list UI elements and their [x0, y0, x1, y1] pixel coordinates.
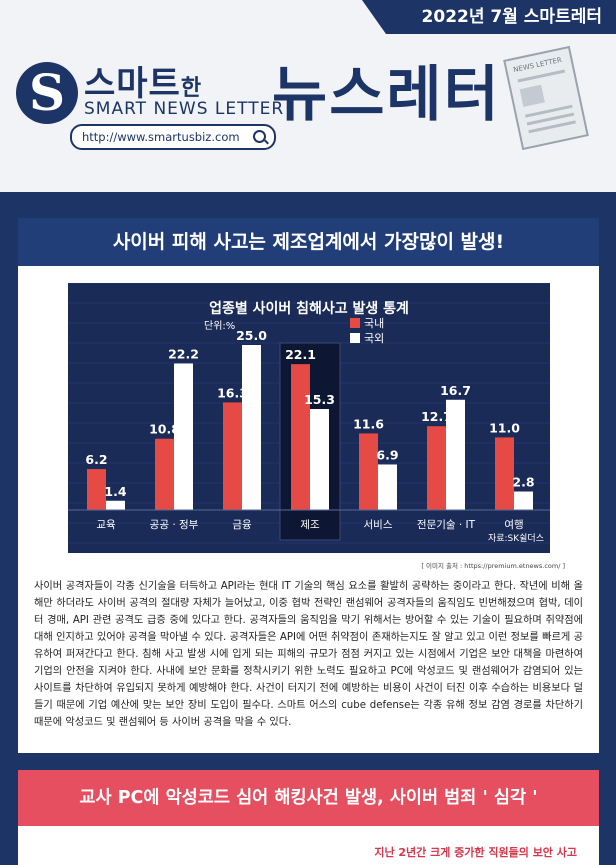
website-url: http://www.smartusbiz.com [82, 130, 240, 144]
article-title: 교사 PC에 악성코드 심어 해킹사건 발생, 사이버 범죄 ' 심각 ' [18, 770, 599, 826]
data-label: 6.2 [85, 452, 107, 467]
article-subheading: 지난 2년간 크게 증가한 직원들의 보안 사고 [374, 846, 577, 859]
data-label: 25.0 [236, 328, 267, 343]
logo-korean: 스마트한 [84, 56, 202, 105]
data-label: 12.7 [421, 409, 452, 424]
article-teacher-pc-hack: 교사 PC에 악성코드 심어 해킹사건 발생, 사이버 범죄 ' 심각 ' 지난… [18, 770, 599, 865]
bar-overseas [174, 363, 193, 510]
data-label: 11.6 [353, 416, 384, 431]
bar-overseas [446, 399, 465, 510]
search-icon [253, 130, 266, 143]
article-cyber-damage: 사이버 피해 사고는 제조업계에서 가장많이 발생! 업종별 사이버 침해사고 … [18, 218, 599, 753]
bar-domestic [155, 438, 174, 510]
image-source: [ 이미지 출처 : https://premium.etnews.com/ ] [421, 562, 565, 570]
category-label: 교육 [96, 519, 116, 531]
website-link[interactable]: http://www.smartusbiz.com [70, 124, 276, 150]
logo-mark: S [16, 62, 78, 124]
category-label: 제조 [300, 519, 320, 531]
chart-unit: 단위:% [204, 319, 235, 332]
legend-swatch [350, 333, 360, 343]
bar-domestic [291, 364, 310, 510]
category-label: 공공 · 정부 [150, 519, 199, 531]
bar-domestic [359, 433, 378, 510]
chart-title: 업종별 사이버 침해사고 발생 통계 [209, 300, 409, 317]
bar-overseas [106, 500, 125, 510]
bar-domestic [495, 437, 514, 510]
data-label: 1.4 [104, 484, 126, 499]
legend-label: 국외 [364, 332, 384, 345]
category-label: 서비스 [364, 519, 393, 531]
category-label: 여행 [504, 519, 523, 531]
newspaper-icon: NEWS LETTER [503, 45, 589, 151]
data-label: 15.3 [304, 392, 335, 407]
legend-swatch [350, 318, 360, 328]
newspaper-image [519, 84, 545, 107]
data-label: 6.9 [376, 447, 398, 462]
header: 2022년 7월 스마트레터 S 스마트한 SMART NEWS LETTER … [0, 0, 616, 192]
article-title: 사이버 피해 사고는 제조업계에서 가장많이 발생! [18, 218, 599, 266]
bar-overseas [242, 345, 261, 510]
bar-domestic [427, 426, 446, 510]
bar-overseas [310, 409, 329, 510]
legend-label: 국내 [364, 317, 384, 330]
data-label: 22.1 [285, 347, 316, 362]
data-label: 2.8 [512, 475, 534, 490]
newsletter-title: 뉴스레터 [272, 60, 501, 130]
logo-korean-suffix: 한 [180, 76, 203, 101]
bar-domestic [87, 469, 106, 510]
data-label: 22.2 [168, 346, 199, 361]
data-label: 16.3 [217, 385, 248, 400]
data-label: 11.0 [489, 420, 520, 435]
data-label: 10.8 [149, 422, 180, 437]
bar-overseas [378, 464, 397, 510]
category-label: 금융 [232, 519, 252, 531]
article-body: 사이버 공격자들이 각종 신기술을 터득하고 API라는 현대 IT 기술의 핵… [34, 581, 583, 728]
logo-korean-main: 스마트 [84, 64, 181, 104]
logo-english: SMART NEWS LETTER [84, 99, 285, 119]
data-label: 16.7 [440, 383, 471, 398]
bar-domestic [223, 402, 242, 510]
issue-date: 2022년 7월 스마트레터 [362, 0, 616, 34]
bar-overseas [514, 491, 533, 510]
category-label: 전문기술 · IT [417, 519, 476, 531]
chart-credit: 자료:SK쉴더스 [488, 533, 544, 544]
